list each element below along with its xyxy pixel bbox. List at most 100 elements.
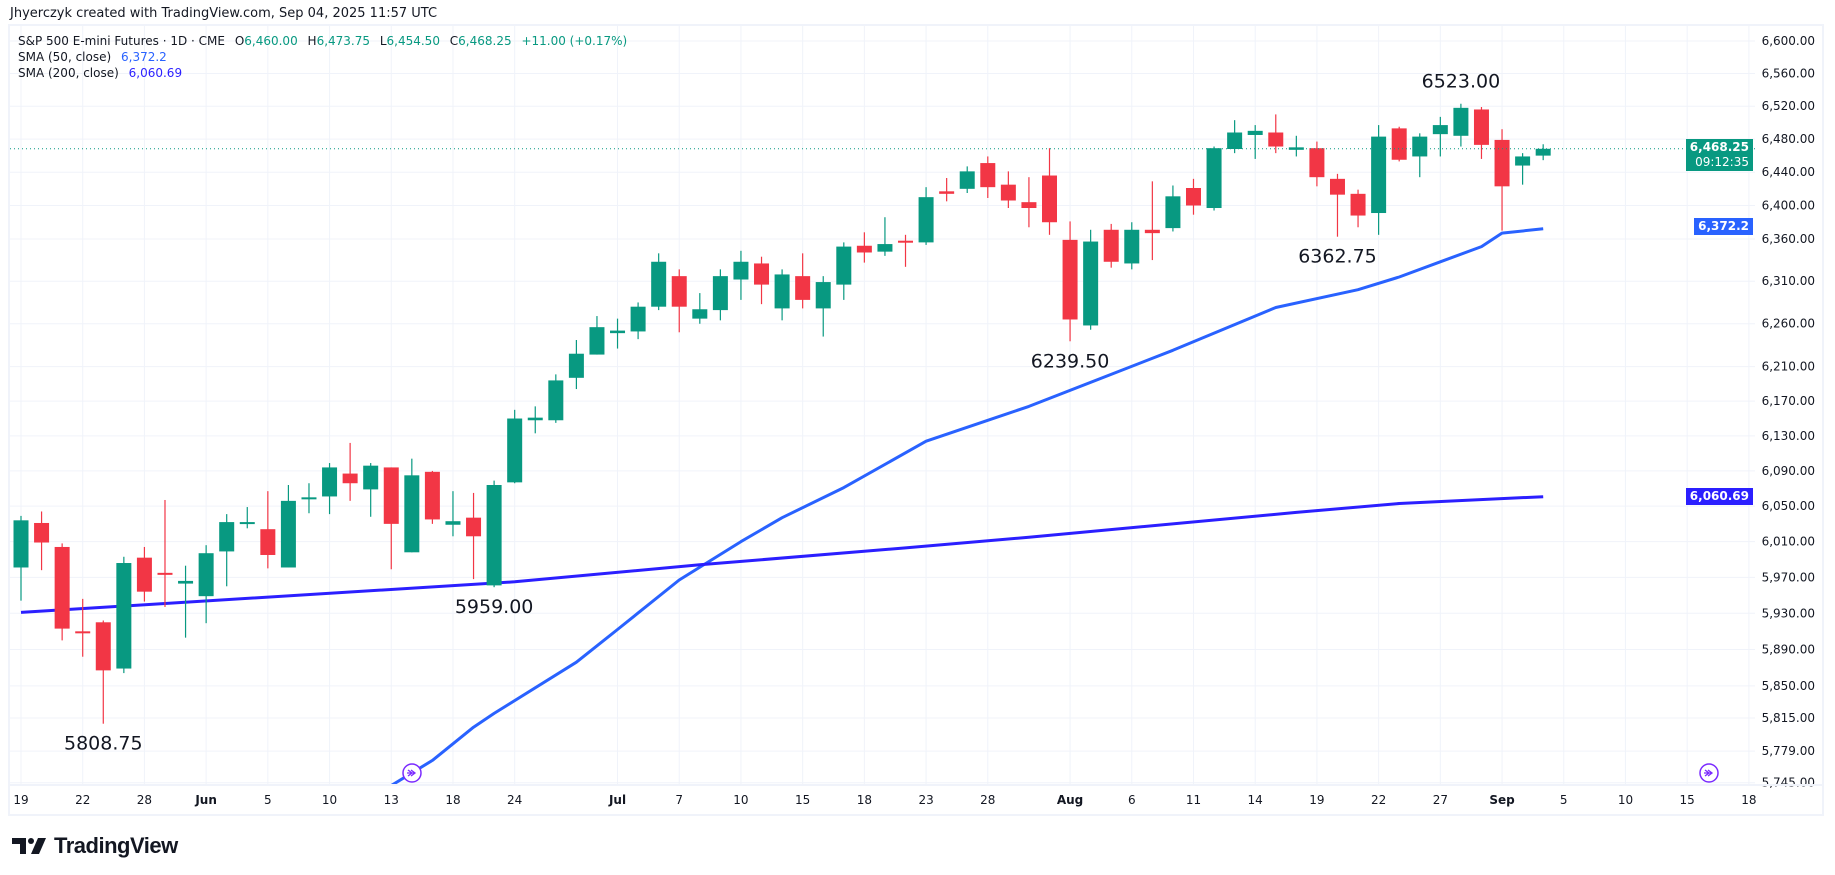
price-tick-label: 6,170.00 (1762, 394, 1815, 408)
time-tick-label: 7 (675, 793, 683, 807)
candle (1309, 141, 1325, 187)
time-axis[interactable]: 19 22 28 Jun 5 10 13 18 24 Jul 7 10 15 18 23 28 Aug 6 11 14… (13, 793, 1756, 807)
candle-body (157, 572, 173, 575)
candle (1412, 133, 1428, 178)
last-price-label: 6,468.25 09:12:35 (1685, 139, 1753, 171)
candle (1083, 229, 1099, 330)
scroll-to-start-icon[interactable] (402, 763, 422, 783)
candle (939, 178, 955, 202)
candle (568, 339, 584, 390)
candle (1247, 125, 1263, 159)
sma50-label[interactable]: SMA (50, close) (18, 50, 112, 64)
price-annotation: 5808.75 (64, 733, 143, 755)
scroll-to-realtime-icon[interactable] (1699, 763, 1719, 783)
candle-body (445, 521, 461, 525)
candle-body (1165, 196, 1181, 229)
candle-body (610, 330, 626, 334)
legend-sma200-row[interactable]: SMA (200, close) 6,060.69 (18, 65, 627, 81)
sma200-label[interactable]: SMA (200, close) (18, 66, 119, 80)
candle (651, 253, 667, 311)
candle-body (1412, 136, 1428, 157)
candle-body (1473, 109, 1489, 145)
candle (507, 409, 523, 484)
price-annotation: 5959.00 (455, 596, 534, 618)
candle (918, 187, 934, 245)
open-label: O (234, 34, 245, 48)
price-tick-label: 6,260.00 (1762, 317, 1815, 331)
time-tick-label: 15 (1680, 793, 1695, 807)
candle-body (198, 553, 214, 597)
tradingview-logo[interactable]: TradingView (12, 833, 178, 859)
candle-body (260, 529, 276, 555)
candle-body (219, 522, 235, 552)
candle-body (1515, 156, 1531, 166)
candle (239, 507, 255, 529)
logo-text: TradingView (54, 833, 178, 858)
candle-body (1062, 239, 1078, 320)
candle-body (239, 522, 255, 525)
candle (856, 232, 872, 263)
candle (1206, 146, 1222, 211)
candle-body (980, 163, 996, 188)
time-tick-label: 28 (137, 793, 152, 807)
time-tick-label: 14 (1248, 793, 1263, 807)
candle (795, 253, 811, 309)
candle-body (795, 276, 811, 300)
sma50-value: 6,372.2 (121, 50, 167, 64)
candle-body (1494, 139, 1510, 187)
candle (898, 234, 914, 267)
price-tick-label: 6,050.00 (1762, 499, 1815, 513)
candle-body (733, 261, 749, 280)
candle (342, 442, 358, 501)
candle (1021, 177, 1037, 228)
candle (363, 463, 379, 517)
candles (13, 103, 1551, 724)
price-annotation: 6239.50 (1031, 350, 1110, 372)
candle (1268, 114, 1284, 154)
symbol-title[interactable]: S&P 500 E-mini Futures · 1D · CME (18, 34, 225, 48)
candle-body (1021, 202, 1037, 209)
candle-body (1535, 148, 1551, 156)
candle-body (1432, 125, 1448, 135)
candle-body (774, 274, 790, 309)
candle (198, 545, 214, 624)
candle (404, 458, 420, 553)
candle-body (836, 246, 852, 285)
sma50-line (390, 227, 1544, 784)
candle (1329, 173, 1345, 237)
candle (1494, 129, 1510, 231)
high-label: H (307, 34, 317, 48)
price-tick-label: 6,560.00 (1762, 66, 1815, 80)
candle-body (877, 244, 893, 252)
candle-body (548, 380, 564, 421)
candle-body (466, 517, 482, 537)
candle (1042, 148, 1057, 235)
candle-body (1309, 148, 1325, 178)
candle-body (651, 261, 667, 307)
price-axis[interactable]: 6,600.00 6,560.00 6,520.00 6,480.00 6,440.00… (1762, 34, 1815, 790)
time-tick-label: 13 (384, 793, 399, 807)
candle-body (363, 465, 379, 490)
legend-symbol-row[interactable]: S&P 500 E-mini Futures · 1D · CME O6,460… (18, 33, 627, 49)
candle (75, 598, 91, 657)
candle (301, 483, 317, 514)
candle (95, 620, 111, 724)
candle (1350, 189, 1366, 228)
chart-panel[interactable] (8, 24, 1824, 816)
candle (815, 276, 831, 337)
legend-sma50-row[interactable]: SMA (50, close) 6,372.2 (18, 49, 627, 65)
sma200-value: 6,060.69 (128, 66, 183, 80)
close-label: C (449, 34, 459, 48)
candle-body (1247, 130, 1263, 135)
candle-body (322, 467, 338, 497)
candle (1432, 116, 1448, 157)
candle-body (712, 276, 728, 311)
candle-body (1144, 229, 1160, 234)
open-value: 6,460.00 (244, 34, 298, 48)
candle (445, 491, 461, 537)
candle (116, 556, 132, 674)
candle-body (630, 306, 646, 332)
candle (466, 492, 482, 580)
candle (34, 511, 50, 571)
